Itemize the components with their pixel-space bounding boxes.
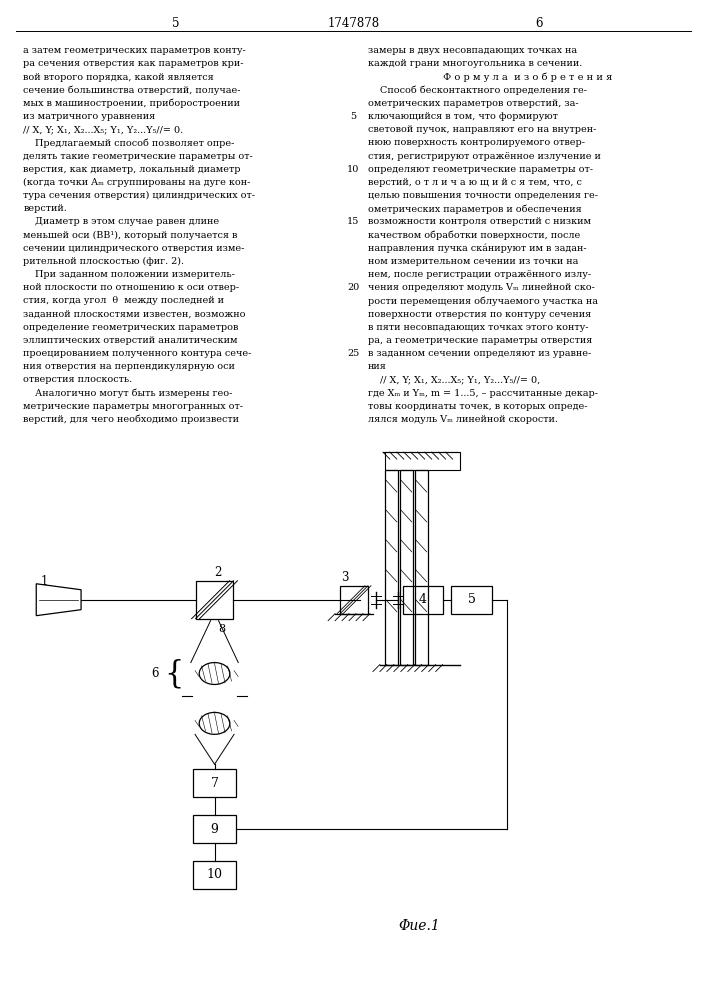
Text: делять такие геометрические параметры от-: делять такие геометрические параметры от… — [23, 152, 253, 161]
Text: ометрических параметров и обеспечения: ометрических параметров и обеспечения — [368, 204, 582, 214]
Text: рительной плоскостью (фиг. 2).: рительной плоскостью (фиг. 2). — [23, 257, 185, 266]
Text: эллиптических отверстий аналитическим: эллиптических отверстий аналитическим — [23, 336, 238, 345]
Text: 5: 5 — [350, 112, 356, 121]
Text: ной плоскости по отношению к оси отвер-: ной плоскости по отношению к оси отвер- — [23, 283, 240, 292]
Bar — [196, 581, 233, 619]
Text: чения определяют модуль Vₘ линейной ско-: чения определяют модуль Vₘ линейной ско- — [368, 283, 595, 292]
Text: нем, после регистрации отражённого излу-: нем, после регистрации отражённого излу- — [368, 270, 591, 279]
Text: а затем геометрических параметров конту-: а затем геометрических параметров конту- — [23, 46, 246, 55]
Bar — [415, 470, 428, 665]
Text: 1747878: 1747878 — [327, 17, 380, 30]
Text: поверхности отверстия по контуру сечения: поверхности отверстия по контуру сечения — [368, 310, 591, 319]
Text: Аналогично могут быть измерены гео-: Аналогично могут быть измерены гео- — [23, 389, 233, 398]
Text: мых в машиностроении, приборостроении: мых в машиностроении, приборостроении — [23, 99, 240, 108]
Text: // X, Y; X₁, X₂...X₅; Y₁, Y₂...Y₅//= 0,: // X, Y; X₁, X₂...X₅; Y₁, Y₂...Y₅//= 0, — [368, 375, 540, 384]
Text: рости перемещения облучаемого участка на: рости перемещения облучаемого участка на — [368, 296, 598, 306]
Text: из матричного уравнения: из матричного уравнения — [23, 112, 156, 121]
Text: в заданном сечении определяют из уравне-: в заданном сечении определяют из уравне- — [368, 349, 591, 358]
Bar — [385, 470, 398, 665]
Text: световой пучок, направляют его на внутрен-: световой пучок, направляют его на внутре… — [368, 125, 596, 134]
Text: ометрических параметров отверстий, за-: ометрических параметров отверстий, за- — [368, 99, 578, 108]
Text: ра сечения отверстия как параметров кри-: ра сечения отверстия как параметров кри- — [23, 59, 244, 68]
Text: ном измерительном сечении из точки на: ном измерительном сечении из точки на — [368, 257, 578, 266]
Text: 1: 1 — [40, 575, 48, 588]
Bar — [450, 586, 493, 614]
Text: 7: 7 — [211, 777, 218, 790]
Text: 3: 3 — [341, 571, 349, 584]
Text: где Xₘ и Yₘ, m = 1...5, – рассчитанные декар-: где Xₘ и Yₘ, m = 1...5, – рассчитанные д… — [368, 389, 598, 398]
Text: 25: 25 — [347, 349, 359, 358]
Bar — [400, 470, 413, 665]
Text: Ф о р м у л а  и з о б р е т е н и я: Ф о р м у л а и з о б р е т е н и я — [443, 73, 612, 82]
Text: верстий.: верстий. — [23, 204, 67, 213]
Bar — [403, 586, 443, 614]
Text: {: { — [165, 658, 184, 689]
Text: 15: 15 — [347, 217, 359, 226]
Text: верстий, о т л и ч а ю щ и й с я тем, что, с: верстий, о т л и ч а ю щ и й с я тем, чт… — [368, 178, 582, 187]
Text: стия, регистрируют отражённое излучение и: стия, регистрируют отражённое излучение … — [368, 152, 601, 161]
Text: 6: 6 — [535, 17, 543, 30]
Text: направления пучка скáнируют им в задан-: направления пучка скáнируют им в задан- — [368, 244, 587, 253]
Text: 9: 9 — [211, 823, 218, 836]
Text: 2: 2 — [214, 566, 221, 579]
Text: в пяти несовпадающих точках этого конту-: в пяти несовпадающих точках этого конту- — [368, 323, 588, 332]
Text: качеством обработки поверхности, после: качеством обработки поверхности, после — [368, 231, 580, 240]
Text: сечении цилиндрического отверстия изме-: сечении цилиндрического отверстия изме- — [23, 244, 245, 253]
Text: определяют геометрические параметры от-: определяют геометрические параметры от- — [368, 165, 593, 174]
Text: определение геометрических параметров: определение геометрических параметров — [23, 323, 239, 332]
Text: ключающийся в том, что формируют: ключающийся в том, что формируют — [368, 112, 558, 121]
Text: верстий, для чего необходимо произвести: верстий, для чего необходимо произвести — [23, 415, 239, 424]
Text: каждой грани многоугольника в сечении.: каждой грани многоугольника в сечении. — [368, 59, 582, 68]
Text: отверстия плоскость.: отверстия плоскость. — [23, 375, 132, 384]
Text: верстия, как диаметр, локальный диаметр: верстия, как диаметр, локальный диаметр — [23, 165, 241, 174]
Text: ра, а геометрические параметры отверстия: ра, а геометрические параметры отверстия — [368, 336, 592, 345]
Text: Способ бесконтактного определения ге-: Способ бесконтактного определения ге- — [368, 86, 587, 95]
Text: 20: 20 — [347, 283, 359, 292]
Text: сечение большинства отверстий, получае-: сечение большинства отверстий, получае- — [23, 86, 241, 95]
Text: 4: 4 — [419, 593, 427, 606]
Text: товы координаты точек, в которых опреде-: товы координаты точек, в которых опреде- — [368, 402, 588, 411]
Bar — [192, 769, 236, 797]
Text: целью повышения точности определения ге-: целью повышения точности определения ге- — [368, 191, 598, 200]
Text: При заданном положении измеритель-: При заданном положении измеритель- — [23, 270, 235, 279]
Text: 8: 8 — [218, 624, 226, 634]
Text: вой второго порядка, какой является: вой второго порядка, какой является — [23, 73, 214, 82]
Text: заданной плоскостями известен, возможно: заданной плоскостями известен, возможно — [23, 310, 246, 319]
Text: Предлагаемый способ позволяет опре-: Предлагаемый способ позволяет опре- — [23, 138, 235, 148]
Text: нюю поверхность контролируемого отвер-: нюю поверхность контролируемого отвер- — [368, 138, 585, 147]
Text: стия, когда угол  θ  между последней и: стия, когда угол θ между последней и — [23, 296, 224, 305]
Text: возможности контроля отверстий с низким: возможности контроля отверстий с низким — [368, 217, 591, 226]
Text: 10: 10 — [206, 868, 223, 881]
Text: ния отверстия на перпендикулярную оси: ния отверстия на перпендикулярную оси — [23, 362, 235, 371]
Text: Диаметр в этом случае равен длине: Диаметр в этом случае равен длине — [23, 217, 219, 226]
Text: Φue.1: Φue.1 — [399, 919, 440, 933]
Text: проецированием полученного контура сече-: проецированием полученного контура сече- — [23, 349, 252, 358]
Text: ния: ния — [368, 362, 387, 371]
Text: замеры в двух несовпадающих точках на: замеры в двух несовпадающих точках на — [368, 46, 577, 55]
Text: меньшей оси (BB¹), который получается в: меньшей оси (BB¹), который получается в — [23, 231, 238, 240]
Text: метрические параметры многогранных от-: метрические параметры многогранных от- — [23, 402, 243, 411]
Text: 5: 5 — [172, 17, 180, 30]
Bar — [385, 452, 460, 470]
Text: 5: 5 — [467, 593, 476, 606]
Text: тура сечения отверстия) цилиндрических от-: тура сечения отверстия) цилиндрических о… — [23, 191, 255, 200]
Bar — [192, 861, 236, 889]
Bar — [340, 586, 368, 614]
Text: 6: 6 — [151, 667, 158, 680]
Bar — [192, 815, 236, 843]
Text: // X, Y; X₁, X₂...X₅; Y₁, Y₂...Y₅//= 0.: // X, Y; X₁, X₂...X₅; Y₁, Y₂...Y₅//= 0. — [23, 125, 183, 134]
Text: (когда точки Aₘ сгруппированы на дуге кон-: (когда точки Aₘ сгруппированы на дуге ко… — [23, 178, 251, 187]
Text: 10: 10 — [347, 165, 359, 174]
Text: лялся модуль Vₘ линейной скорости.: лялся модуль Vₘ линейной скорости. — [368, 415, 558, 424]
